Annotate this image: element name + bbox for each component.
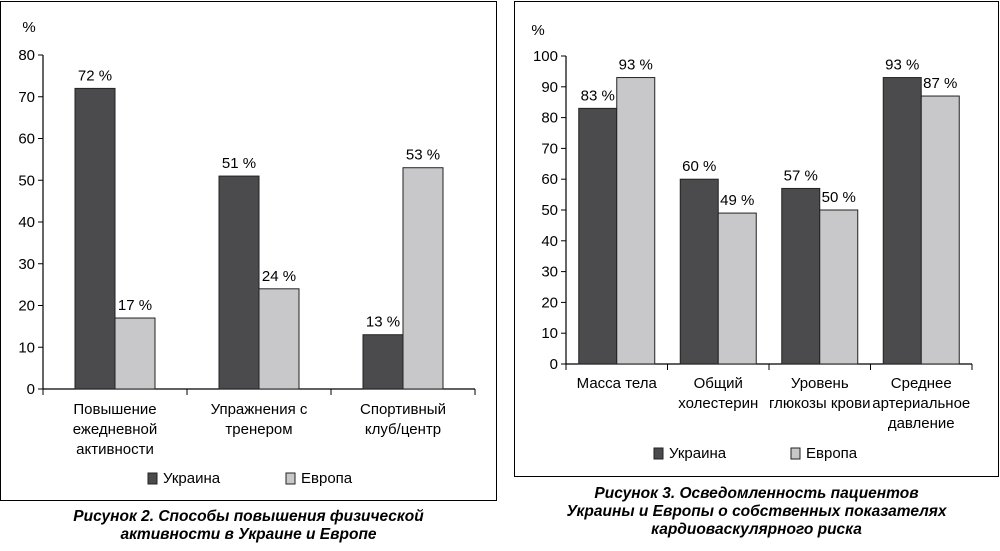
data-label: 51 % bbox=[222, 155, 256, 172]
data-label: 57 % bbox=[784, 167, 818, 184]
bar-europe bbox=[920, 95, 960, 365]
data-label: 17 % bbox=[118, 297, 152, 314]
y-tick-label: 70 bbox=[18, 89, 35, 106]
x-category-label: ежедневной bbox=[73, 421, 158, 438]
caption-line: Рисунок 2. Способы повышения физической bbox=[73, 508, 424, 525]
y-tick-label: 30 bbox=[541, 264, 558, 281]
x-category-label: Упражнения с bbox=[211, 401, 308, 418]
bar-europe bbox=[402, 167, 444, 390]
data-label: 87 % bbox=[923, 75, 957, 92]
y-tick-label: 10 bbox=[18, 339, 35, 356]
legend-swatch-ukraine bbox=[147, 472, 158, 485]
legend-swatch-ukraine bbox=[653, 447, 664, 460]
x-category-label: давление bbox=[888, 415, 955, 432]
chart-panel-risk-awareness: % 0 10 20 30 40 50 60 70 80 90 100 83 % 93 % Масса тел… bbox=[514, 1, 999, 477]
bar-ukraine bbox=[781, 187, 821, 365]
x-category-label: артериальное bbox=[872, 395, 970, 412]
y-tick-label: 100 bbox=[533, 48, 558, 65]
bar-europe bbox=[616, 77, 656, 365]
x-category-label: тренером bbox=[225, 421, 292, 438]
y-tick-label: 70 bbox=[541, 140, 558, 157]
y-tick-label: 50 bbox=[541, 202, 558, 219]
x-category-label: глюкозы крови bbox=[769, 395, 870, 412]
legend-label: Европа bbox=[806, 445, 858, 462]
caption-line: кардиоваскулярного риска bbox=[651, 521, 862, 538]
legend-label: Украина bbox=[163, 470, 221, 487]
caption-line: Рисунок 3. Осведомленность пациентов bbox=[594, 485, 919, 502]
data-label: 49 % bbox=[720, 192, 754, 209]
y-tick-label: 20 bbox=[18, 298, 35, 315]
y-tick-label: 20 bbox=[541, 294, 558, 311]
y-tick-label: 40 bbox=[541, 233, 558, 250]
bar-ukraine bbox=[679, 178, 719, 365]
bar-europe bbox=[717, 212, 757, 365]
x-category-label: клуб/центр bbox=[365, 421, 441, 438]
y-tick-label: 40 bbox=[18, 214, 35, 231]
chart-physical-activity: % 0 10 20 30 40 50 60 70 80 72 % 17 % Повышение ежедн… bbox=[18, 19, 476, 487]
bar-europe bbox=[819, 209, 859, 365]
x-category-label: Спортивный bbox=[360, 401, 446, 418]
data-label: 72 % bbox=[78, 67, 112, 84]
legend-label: Украина bbox=[669, 445, 727, 462]
data-label: 93 % bbox=[885, 57, 919, 74]
y-tick-label: 50 bbox=[18, 172, 35, 189]
bar-ukraine bbox=[362, 334, 404, 390]
caption-line: Украины и Европы о собственных показател… bbox=[566, 503, 947, 520]
y-axis-unit-label: % bbox=[531, 22, 544, 39]
data-label: 24 % bbox=[262, 268, 296, 285]
data-label: 53 % bbox=[406, 147, 440, 164]
figure-2-caption: Рисунок 2. Способы повышения физической … bbox=[0, 508, 497, 544]
bar-ukraine bbox=[218, 175, 260, 390]
legend-label: Европа bbox=[301, 470, 353, 487]
y-tick-label: 0 bbox=[550, 356, 558, 373]
bar-europe bbox=[258, 288, 300, 390]
x-category-label: холестерин bbox=[678, 395, 758, 412]
y-tick-label: 60 bbox=[18, 131, 35, 148]
data-label: 50 % bbox=[822, 189, 856, 206]
y-axis-unit-label: % bbox=[22, 19, 35, 36]
legend-swatch-europe bbox=[285, 472, 296, 485]
x-category-label: Повышение bbox=[73, 401, 156, 418]
x-category-label: Среднее bbox=[891, 375, 952, 392]
y-tick-label: 10 bbox=[541, 325, 558, 342]
x-category-label: Общий bbox=[694, 375, 743, 392]
bar-ukraine bbox=[882, 77, 922, 365]
bar-europe bbox=[114, 317, 156, 390]
y-tick-label: 90 bbox=[541, 79, 558, 96]
bar-ukraine bbox=[74, 87, 116, 390]
data-label: 93 % bbox=[619, 57, 653, 74]
bar-ukraine bbox=[578, 107, 618, 365]
y-tick-label: 80 bbox=[541, 110, 558, 127]
data-label: 13 % bbox=[366, 314, 400, 331]
caption-line: активности в Украине и Европе bbox=[120, 526, 377, 543]
x-category-label: активности bbox=[76, 441, 154, 458]
chart-panel-physical-activity: % 0 10 20 30 40 50 60 70 80 72 % 17 % Повышение ежедн… bbox=[0, 1, 497, 501]
y-tick-label: 60 bbox=[541, 171, 558, 188]
data-label: 83 % bbox=[581, 87, 615, 104]
y-tick-label: 0 bbox=[27, 381, 35, 398]
x-category-label: Уровень bbox=[791, 375, 849, 392]
y-tick-label: 30 bbox=[18, 256, 35, 273]
legend-swatch-europe bbox=[790, 447, 801, 460]
x-category-label: Масса тела bbox=[577, 375, 658, 392]
data-label: 60 % bbox=[682, 158, 716, 175]
y-tick-label: 80 bbox=[18, 47, 35, 64]
figure-3-caption: Рисунок 3. Осведомленность пациентов Укр… bbox=[514, 485, 999, 539]
